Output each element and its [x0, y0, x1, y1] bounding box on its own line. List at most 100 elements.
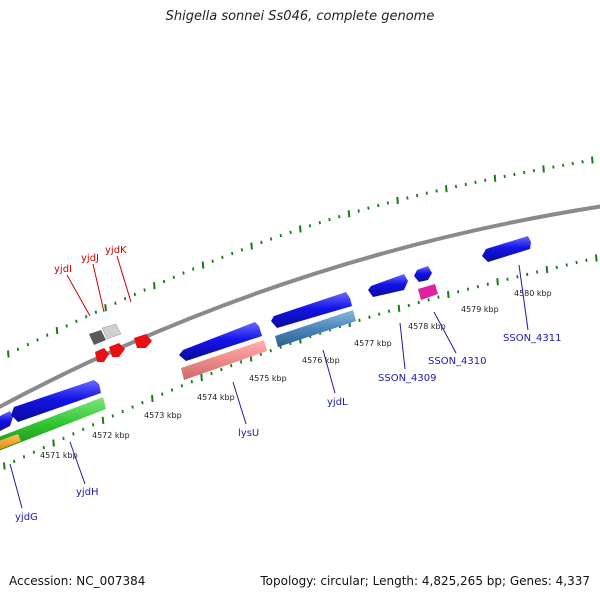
genome-summary: Topology: circular; Length: 4,825,265 bp… [260, 574, 590, 588]
minor-tick [192, 267, 195, 271]
minor-tick [111, 414, 114, 418]
minor-tick [162, 279, 166, 284]
ruler-label: 4572 kbp [92, 431, 130, 440]
minor-tick [259, 352, 262, 356]
ruler-label: 4579 kbp [461, 305, 499, 314]
minor-tick [486, 282, 489, 286]
major-tick [7, 350, 10, 358]
minor-tick [82, 427, 85, 431]
major-tick [3, 462, 6, 470]
minor-tick [231, 251, 234, 256]
minor-tick [211, 259, 214, 263]
major-tick [591, 156, 594, 164]
major-tick [55, 327, 59, 335]
major-tick [447, 290, 450, 298]
gene-label-yjdH: yjdH [76, 487, 99, 498]
minor-tick [523, 170, 526, 175]
minor-tick [289, 230, 292, 234]
minor-tick [367, 206, 370, 210]
gene-block-orange [0, 434, 21, 450]
gene-rna-yjdI [95, 348, 109, 362]
ruler-label: 4577 kbp [354, 339, 392, 348]
minor-tick [506, 277, 509, 281]
gene-block-lysU [181, 340, 267, 380]
minor-tick [46, 333, 49, 337]
minor-tick [357, 209, 360, 213]
minor-tick [474, 180, 477, 184]
minor-tick [42, 445, 45, 450]
major-tick [201, 261, 205, 269]
major-tick [397, 304, 401, 312]
major-tick [52, 439, 55, 447]
minor-tick [555, 265, 558, 269]
minor-tick [91, 423, 95, 427]
minor-tick [427, 298, 430, 302]
gene-label-SSON_4311: SSON_4311 [503, 333, 562, 344]
minor-tick [85, 315, 88, 319]
minor-tick [221, 255, 224, 259]
minor-tick [22, 455, 26, 459]
minor-tick [190, 380, 193, 384]
minor-tick [513, 172, 516, 177]
minor-tick [75, 319, 78, 323]
gene-arrow-SSON_4310 [414, 266, 432, 282]
ruler-labels: 4571 kbp 4572 kbp 4573 kbp 4574 kbp 4575… [40, 289, 552, 460]
minor-tick [170, 388, 174, 392]
major-tick [496, 278, 499, 286]
minor-tick [62, 436, 65, 441]
gene-arrow-left-stub [0, 411, 13, 431]
ruler-label: 4573 kbp [144, 411, 182, 420]
minor-tick [210, 371, 213, 376]
gene-arrow-yjdL [271, 292, 352, 328]
minor-tick [141, 401, 144, 405]
minor-tick [378, 312, 381, 316]
gene-block-grey-light [101, 323, 122, 340]
ruler-label: 4578 kbp [408, 322, 446, 331]
minor-tick [575, 260, 578, 265]
minor-tick [133, 292, 136, 296]
minor-tick [561, 163, 565, 167]
outer-tick-ring [7, 156, 594, 358]
minor-tick [32, 450, 36, 454]
gene-label-SSON_4309: SSON_4309 [378, 373, 437, 384]
major-tick [542, 165, 545, 173]
minor-tick [36, 338, 39, 342]
gene-block-grey-dark [89, 330, 106, 345]
gene-block-green [0, 397, 106, 451]
gene-arrow-yjdH [11, 380, 101, 422]
minor-tick [13, 459, 16, 464]
major-tick [153, 282, 156, 290]
minor-tick [425, 191, 428, 195]
minor-tick [269, 237, 273, 241]
minor-tick [406, 196, 409, 200]
gene-arrow-SSON_4309 [368, 274, 408, 297]
gene-label-SSON_4310: SSON_4310 [428, 356, 487, 367]
minor-tick [260, 240, 263, 245]
gene-label-yjdJ: yjdJ [81, 253, 99, 264]
minor-tick [230, 364, 233, 368]
minor-tick [484, 178, 487, 182]
label-leader-lines [9, 255, 529, 509]
minor-tick [552, 165, 555, 169]
ruler-label: 4574 kbp [197, 393, 235, 402]
ruler-label: 4571 kbp [40, 451, 78, 460]
minor-tick [503, 174, 506, 179]
gene-block-SSON_4310 [418, 284, 438, 300]
gene-rna-yjdK [134, 334, 152, 348]
minor-tick [535, 270, 539, 274]
minor-tick [466, 287, 470, 291]
genome-backbone [0, 204, 600, 409]
minor-tick [368, 315, 371, 319]
minor-tick [239, 360, 243, 364]
minor-tick [476, 285, 480, 289]
gene-labels: yjdI yjdJ yjdK yjdG yjdH lysU yjdL SSON_… [15, 245, 562, 523]
minor-tick [114, 301, 117, 305]
gene-label-lysU: lysU [238, 428, 259, 439]
major-tick [200, 374, 203, 382]
gene-arrow-SSON_4311 [482, 236, 531, 262]
minor-tick [328, 217, 331, 222]
minor-tick [143, 288, 146, 292]
minor-tick [457, 290, 460, 294]
minor-tick [516, 275, 519, 279]
